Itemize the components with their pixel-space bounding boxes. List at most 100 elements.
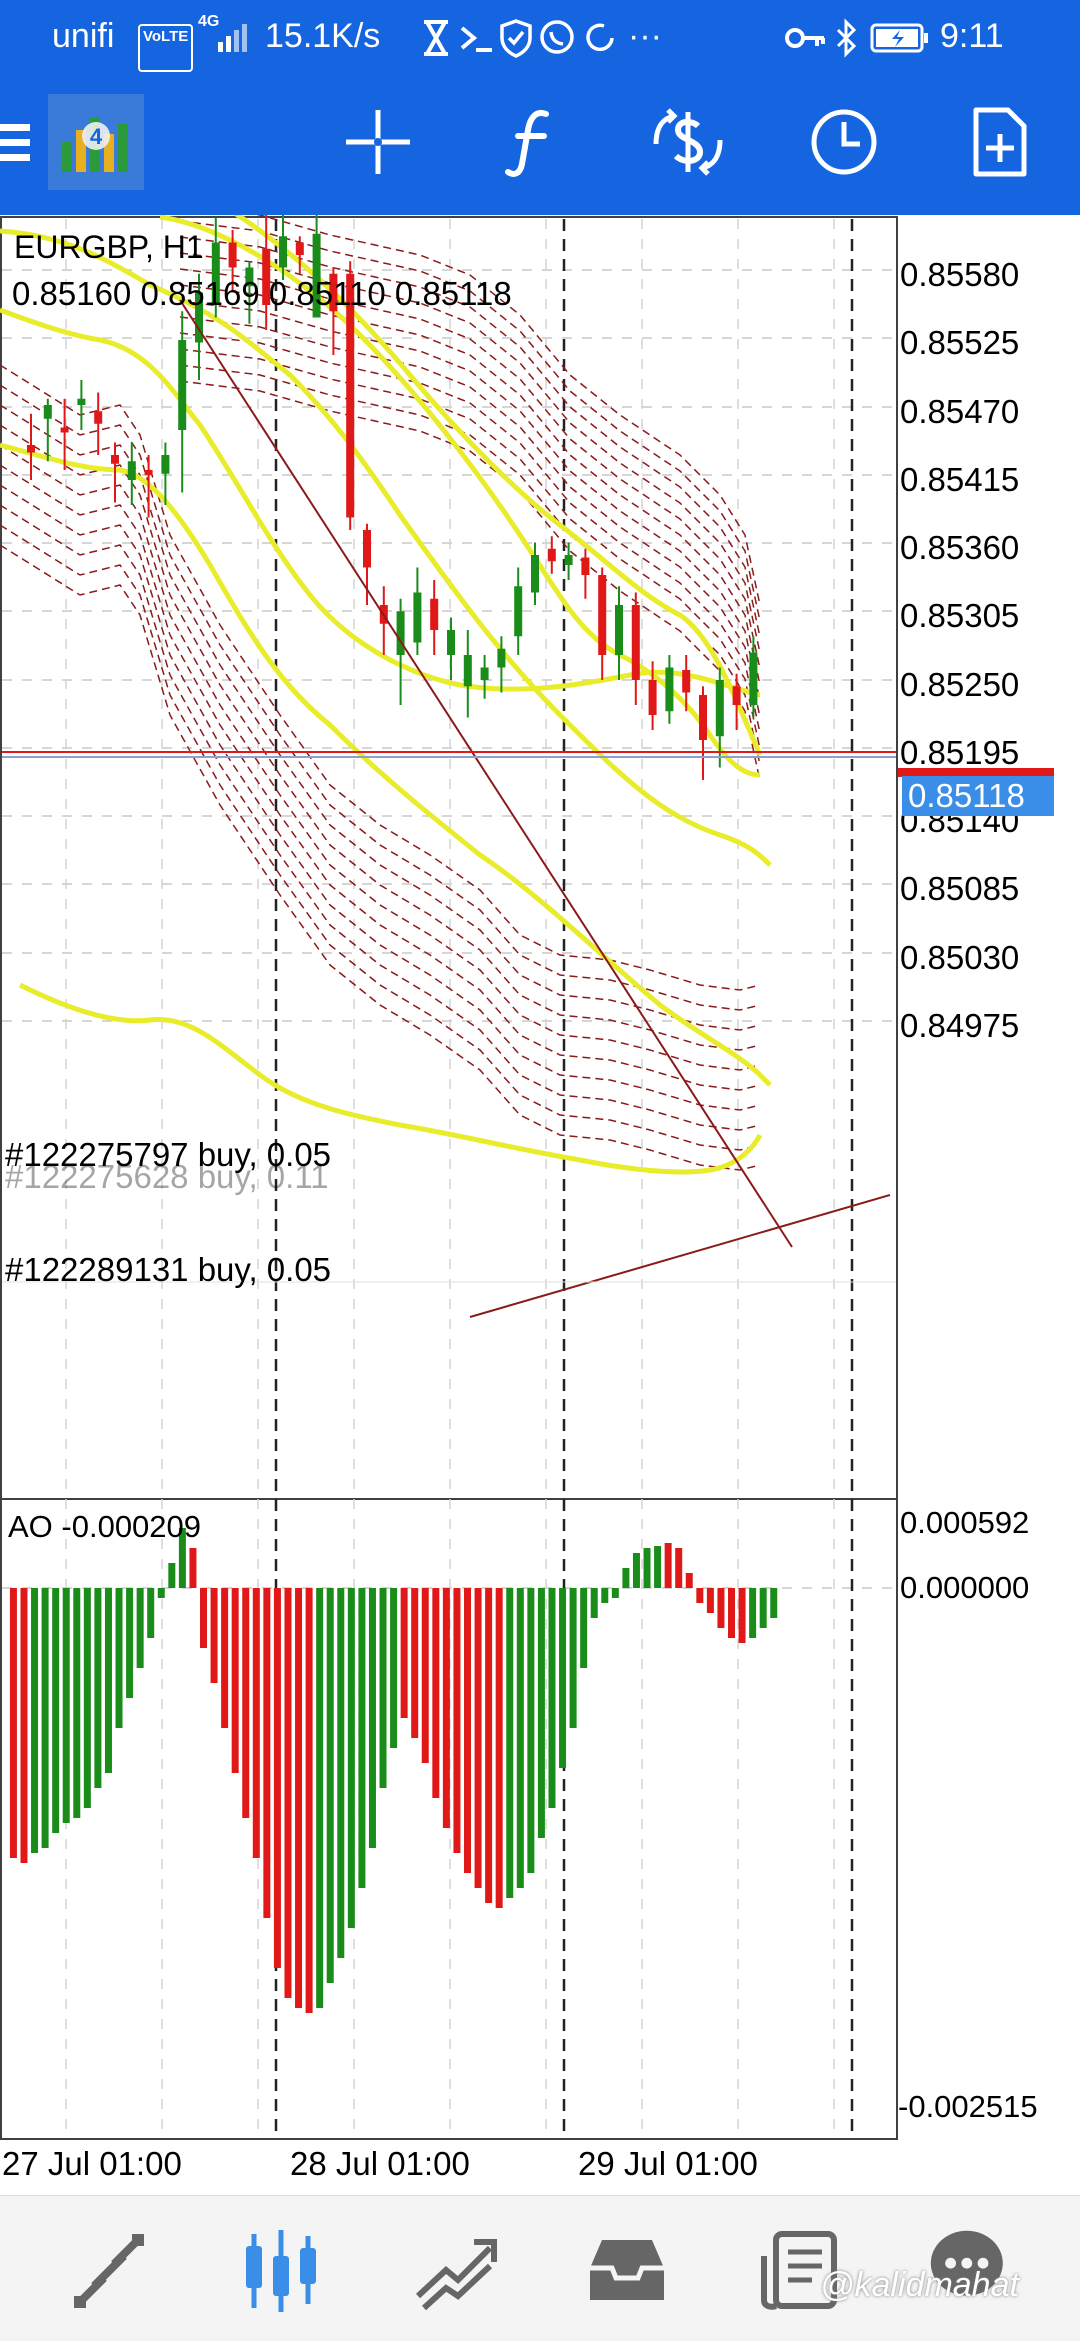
order-label[interactable]: #122275797 buy, 0.05 [5,1136,331,1173]
ao-bar [41,1588,49,1848]
ao-bar [400,1588,408,1718]
ao-bar [485,1588,493,1903]
ao-bar [368,1588,376,1848]
ao-bar [316,1588,324,2008]
ao-bar [94,1588,102,1788]
order-label[interactable]: #122289131 buy, 0.05 [5,1251,331,1288]
ao-bar [749,1588,757,1638]
ao-bar [654,1546,662,1588]
more-notifications: ··· [628,17,662,55]
candle-body [715,680,724,737]
price-axis: 0.85580 0.85525 0.85470 0.85415 0.85360 … [898,256,1054,1044]
volte-badge: VoLTE [138,24,194,72]
envelope-band [0,228,772,867]
channel-line [179,300,761,702]
shield-icon [500,19,532,58]
clock-icon[interactable] [806,104,882,180]
indicator-tick: -0.002515 [898,2089,1038,2124]
ao-bar [62,1588,70,1823]
quotes-icon[interactable] [64,2226,154,2316]
indicator-frame [0,1498,898,2140]
candle-body [514,586,523,637]
ao-bar [20,1588,28,1863]
trendlines [179,299,891,1318]
ao-bar [73,1588,81,1818]
channel-line [179,268,761,670]
envelope-band [18,982,763,1175]
ao-bar [252,1588,260,1858]
metatrader-logo[interactable]: 4 [48,94,144,190]
channel-line [0,384,761,1011]
function-icon[interactable] [496,104,572,180]
ao-bar [706,1588,714,1613]
candle-body [581,557,590,575]
chart-window[interactable]: EURGBP, H1 0.85160 0.85169 0.85110 0.851… [0,192,1080,2195]
channel-line [0,444,761,1071]
ao-bar [664,1543,672,1588]
ao-bar [200,1588,207,1648]
candle-body [531,555,539,593]
ao-bar [136,1588,144,1668]
candle-body [430,598,439,630]
price-tick: 0.85250 [900,666,1019,703]
candle-body [161,455,170,474]
candle-body [329,273,338,312]
channel-line [179,220,761,622]
crosshair-icon[interactable] [340,104,416,180]
channel-line [0,404,761,1031]
currency-exchange-icon[interactable] [650,104,726,180]
ao-bar [643,1548,651,1588]
ao-bar [770,1588,778,1618]
ao-bar [442,1588,450,1828]
envelope-band [0,307,761,698]
time-axis: 27 Jul 01:00 28 Jul 01:00 29 Jul 01:00 [2,2145,758,2182]
ao-bar [178,1528,186,1588]
trade-icon[interactable] [410,2226,500,2316]
candle-body [648,680,657,715]
channel-line [0,424,761,1051]
ao-bar [284,1588,292,1998]
ao-bar [326,1588,334,1983]
hamburger-icon[interactable] [0,120,34,166]
channel-line [179,332,761,734]
ao-bar [759,1588,767,1628]
carrier-label: unifi [52,17,115,55]
candle-body [60,427,69,433]
ao-bar [347,1588,355,1928]
signal-icon [218,24,247,52]
candle-body [312,233,321,318]
ohlc-values: 0.85160 0.85169 0.85110 0.85118 [12,275,512,312]
channel-line [179,316,761,718]
ao-bar [696,1588,704,1603]
ao-bar [516,1588,524,1888]
channel-line [179,252,761,654]
ao-bar [157,1588,165,1598]
ao-bar [295,1588,303,2008]
candle-body [178,340,187,430]
indicator-tick: 0.000592 [900,1505,1029,1540]
channel-line [179,204,761,606]
candle-body [749,652,758,705]
candle-body [77,398,86,405]
candle-body [396,611,405,655]
ao-bar [104,1588,112,1773]
channel-line [179,236,761,638]
ao-bar [231,1588,239,1773]
candle-body [144,470,153,475]
network-speed: 15.1K/s [265,17,381,55]
ao-bar [83,1588,91,1808]
ao-bar [221,1588,229,1728]
ao-bar [506,1588,514,1898]
candle-body [682,670,691,693]
ao-bar [263,1588,271,1918]
chart-icon[interactable] [236,2226,326,2316]
history-icon[interactable] [582,2226,672,2316]
channel-line [0,464,761,1091]
ao-bar [632,1553,640,1588]
messages-icon[interactable] [920,2220,1010,2310]
ao-bar [453,1588,461,1853]
order-label[interactable]: #122275628 buy, 0.11 [5,1158,329,1195]
candle-body [463,655,472,687]
news-icon[interactable] [756,2226,846,2316]
new-document-icon[interactable] [962,104,1038,180]
